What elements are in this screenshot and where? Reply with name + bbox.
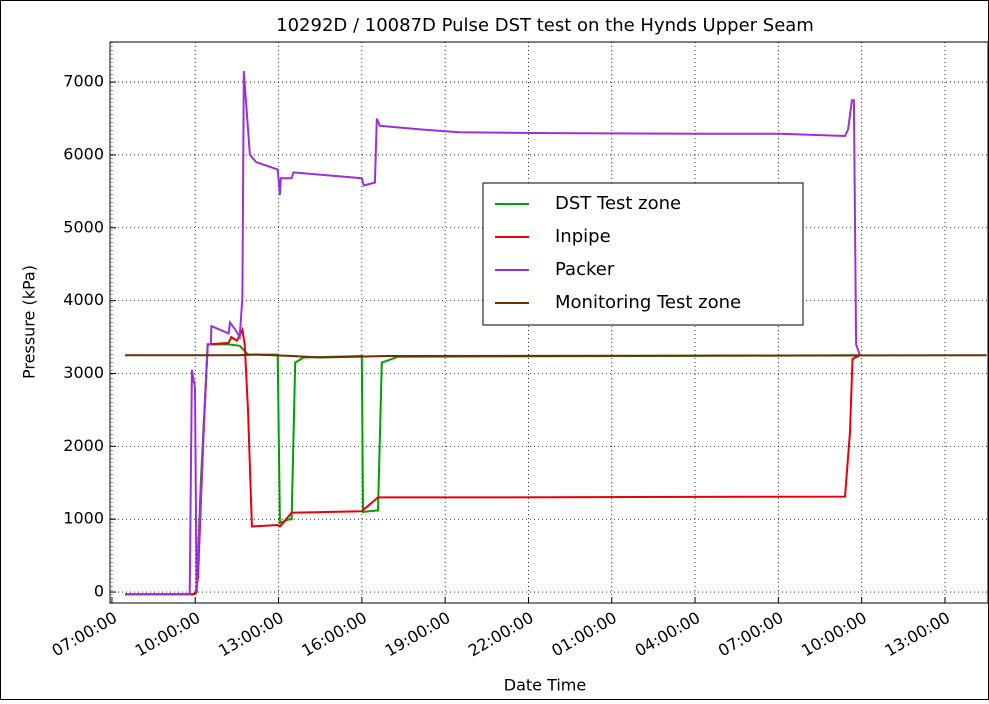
plot-border bbox=[109, 41, 989, 604]
y-tick-label: 5000 bbox=[63, 217, 104, 236]
legend-label: DST Test zone bbox=[555, 193, 681, 214]
series-line bbox=[125, 353, 987, 359]
legend-label: Inpipe bbox=[555, 226, 611, 247]
legend-label: Monitoring Test zone bbox=[555, 292, 741, 313]
legend-box bbox=[482, 182, 804, 326]
y-tick-label: 7000 bbox=[63, 72, 104, 91]
y-tick-label: 1000 bbox=[63, 509, 104, 528]
y-axis-label: Pressure (kPa) bbox=[20, 265, 39, 379]
x-axis-label: Date Time bbox=[504, 676, 586, 695]
y-tick-label: 4000 bbox=[63, 290, 104, 309]
legend-label: Packer bbox=[555, 259, 615, 280]
y-tick-label: 3000 bbox=[63, 363, 104, 382]
chart-title: 10292D / 10087D Pulse DST test on the Hy… bbox=[276, 15, 814, 36]
y-tick-label: 2000 bbox=[63, 436, 104, 455]
y-tick-label: 0 bbox=[94, 582, 104, 601]
y-tick-label: 6000 bbox=[63, 144, 104, 163]
series-line bbox=[125, 71, 861, 596]
